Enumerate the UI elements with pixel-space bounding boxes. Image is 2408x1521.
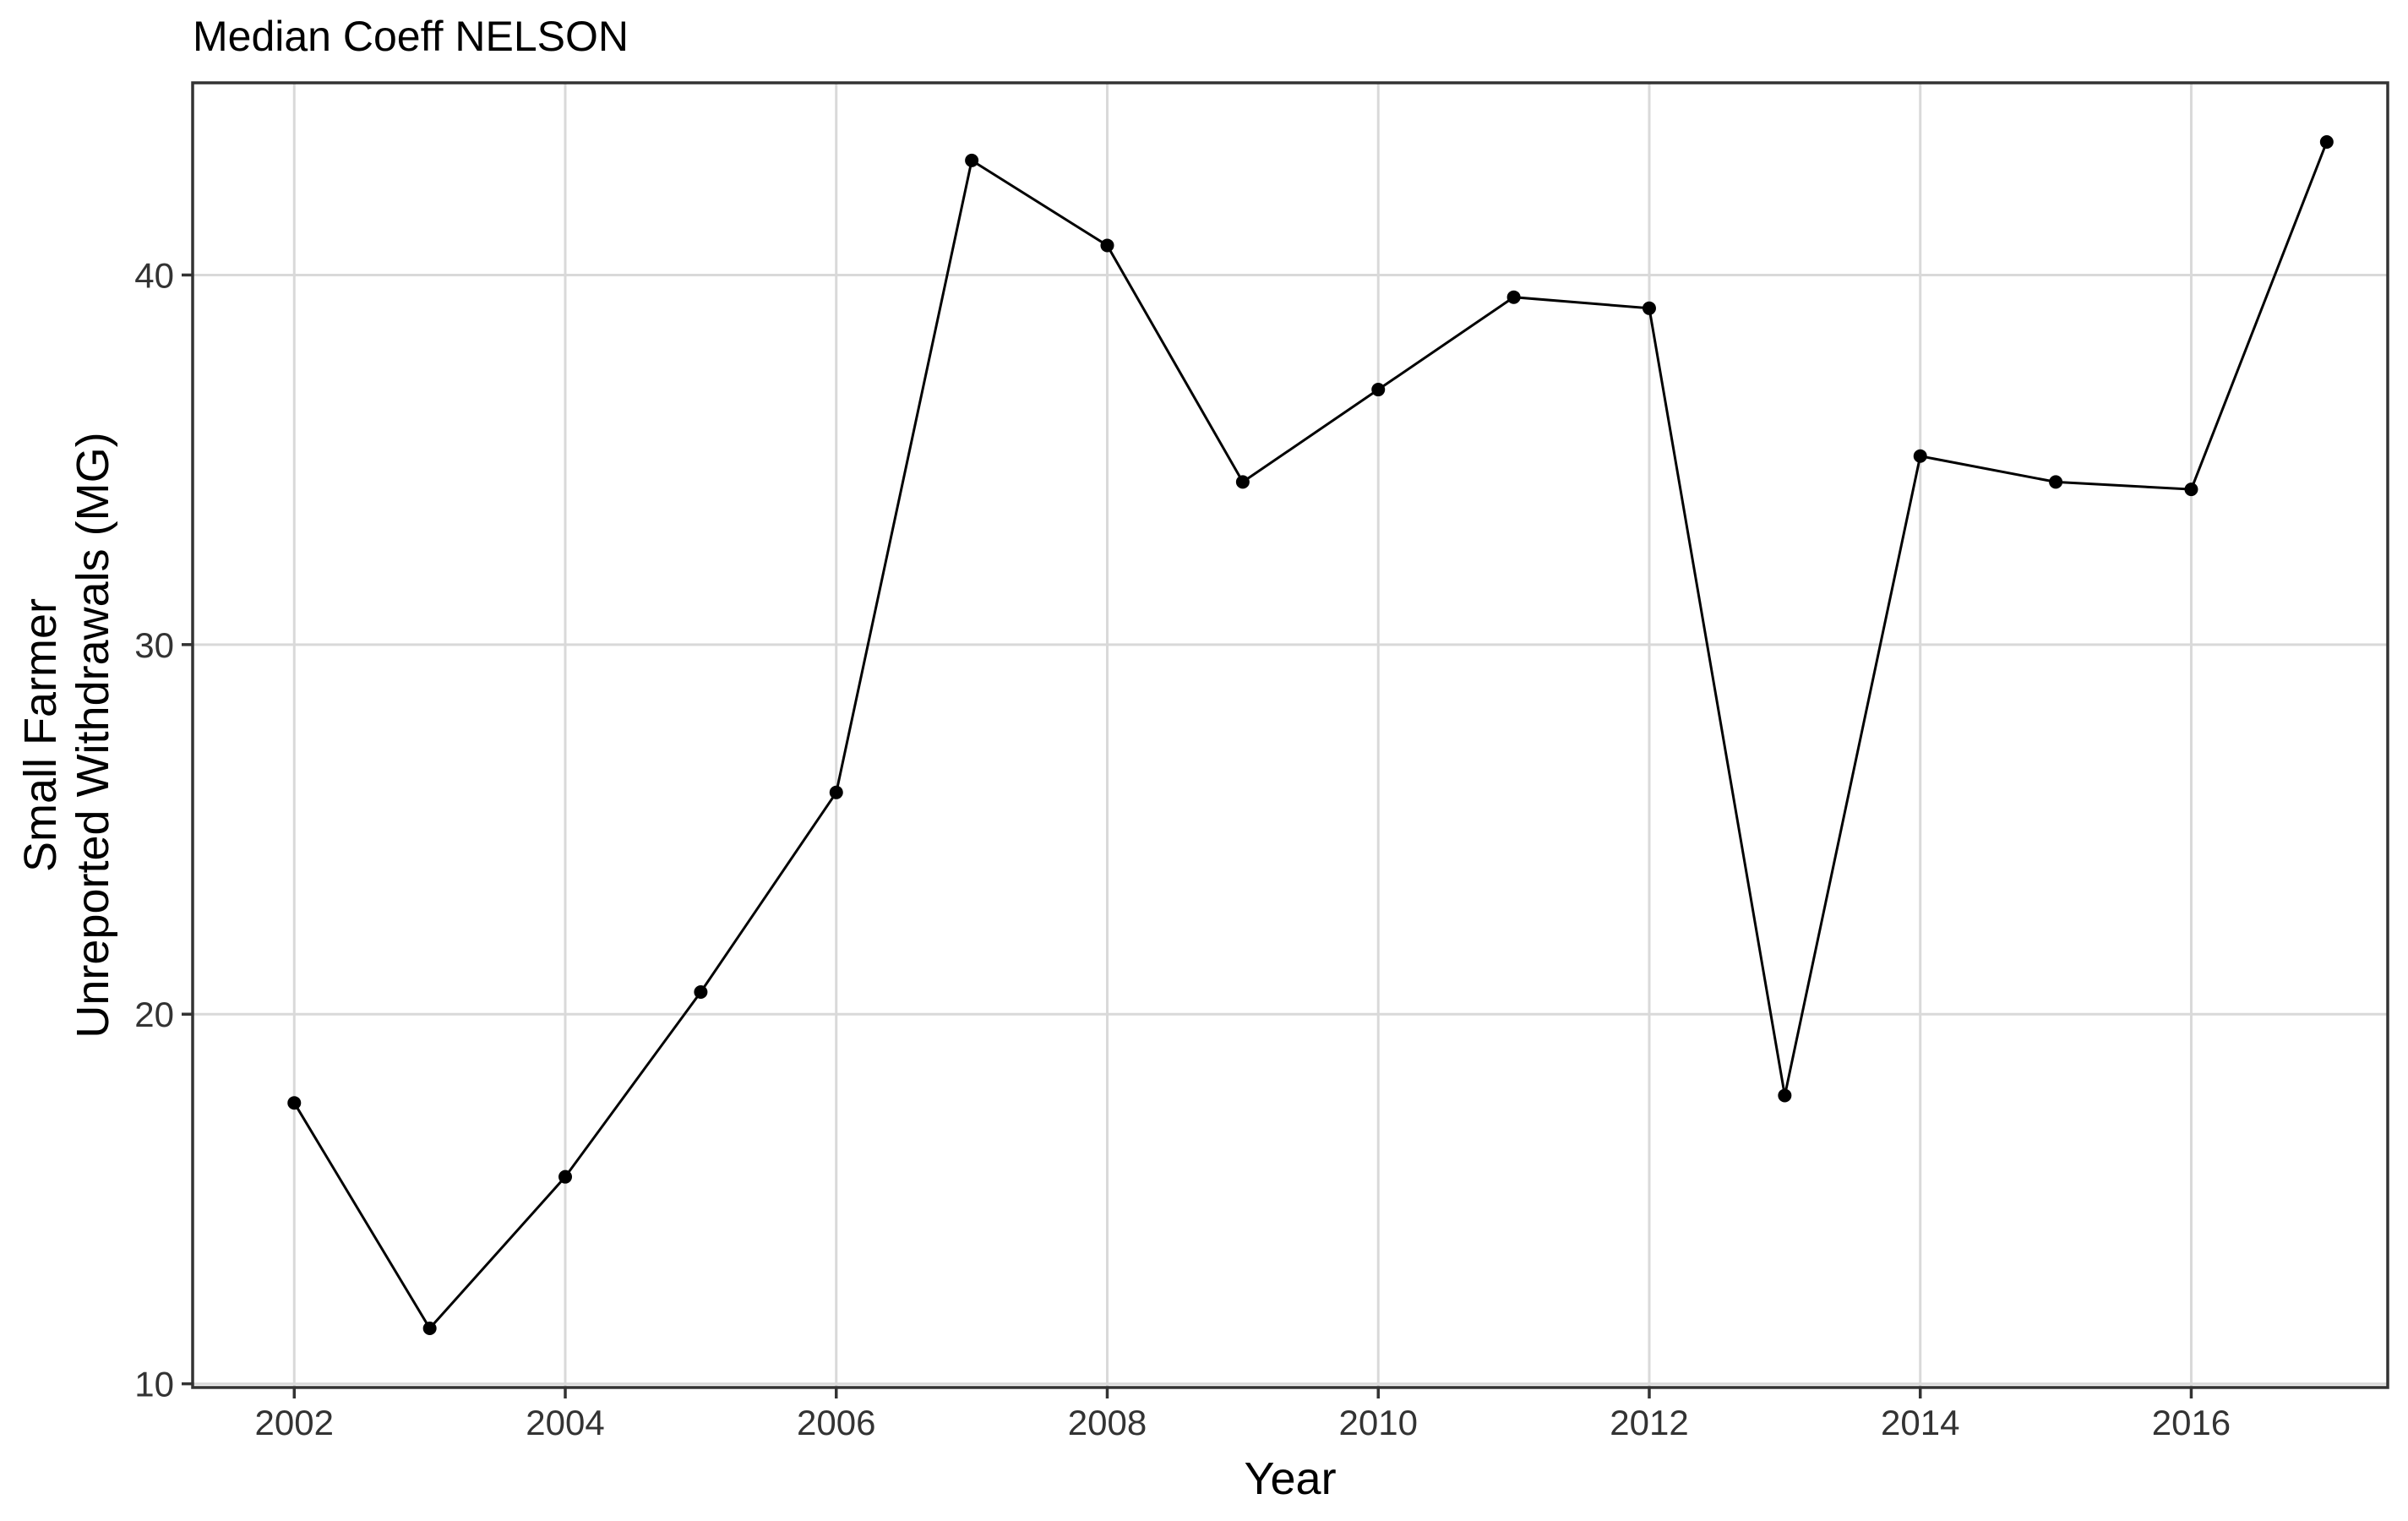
data-point	[558, 1169, 573, 1184]
y-axis-title-line-2: Unreported Withdrawals (MG)	[68, 432, 118, 1038]
data-point	[1506, 290, 1521, 304]
data-point	[1913, 449, 1927, 463]
x-axis-title: Year	[1244, 1453, 1336, 1504]
data-point	[1100, 238, 1114, 253]
y-axis: 10 20 30 40	[134, 255, 193, 1404]
x-tick-label: 2016	[2152, 1403, 2231, 1442]
data-point	[965, 153, 979, 167]
chart-title: Median Coeff NELSON	[193, 13, 629, 60]
y-tick-label: 40	[134, 255, 174, 295]
data-point	[1371, 383, 1386, 397]
data-point	[2319, 134, 2334, 149]
data-point	[829, 785, 843, 799]
x-tick-label: 2014	[1881, 1403, 1959, 1442]
x-tick-label: 2012	[1610, 1403, 1688, 1442]
x-axis: 2002 2004 2006 2008 2010 2012 2014 2016	[255, 1387, 2231, 1442]
x-tick-label: 2006	[797, 1403, 875, 1442]
x-tick-label: 2004	[526, 1403, 604, 1442]
data-point	[2049, 475, 2063, 489]
y-tick-label: 10	[134, 1365, 174, 1404]
series-points	[287, 134, 2334, 1336]
data-point	[1642, 301, 1656, 315]
series-line-group	[293, 141, 2329, 1331]
x-tick-label: 2010	[1339, 1403, 1418, 1442]
x-tick-label: 2002	[255, 1403, 334, 1442]
data-point	[2184, 482, 2198, 497]
y-axis-title: Small Farmer Unreported Withdrawals (MG)	[15, 432, 118, 1038]
y-tick-label: 20	[134, 995, 174, 1034]
data-point	[287, 1096, 302, 1110]
data-point	[1235, 475, 1250, 489]
data-point	[422, 1322, 437, 1336]
y-tick-label: 30	[134, 625, 174, 665]
data-point	[694, 984, 708, 999]
series-line	[293, 141, 2329, 1331]
plot-frame	[191, 81, 2389, 1389]
y-axis-title-line-1: Small Farmer	[15, 598, 66, 872]
x-tick-label: 2008	[1068, 1403, 1147, 1442]
data-point	[1778, 1088, 1792, 1103]
grid	[193, 83, 2388, 1387]
